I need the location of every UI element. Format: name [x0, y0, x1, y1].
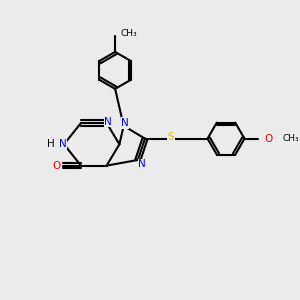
Text: O: O	[53, 160, 61, 171]
Text: N: N	[104, 117, 112, 127]
Text: S: S	[168, 132, 175, 142]
Text: N: N	[121, 118, 129, 128]
Text: CH₃: CH₃	[282, 134, 299, 143]
Text: N: N	[138, 159, 146, 169]
Text: CH₃: CH₃	[121, 29, 137, 38]
Text: O: O	[265, 134, 273, 144]
Text: H: H	[47, 139, 55, 149]
Text: N: N	[58, 139, 66, 149]
